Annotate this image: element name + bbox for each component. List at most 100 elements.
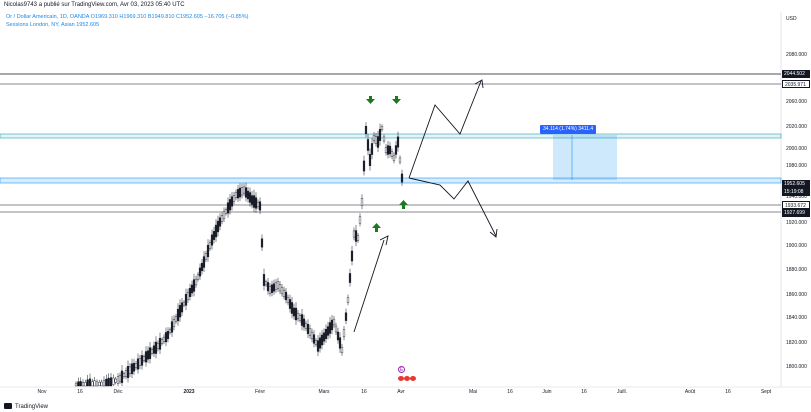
candle	[290, 302, 294, 314]
price-label: 1840.000	[786, 315, 807, 321]
candle	[260, 238, 264, 248]
arrowhead-icon	[489, 228, 498, 238]
candle	[378, 129, 382, 141]
candle	[328, 322, 332, 334]
price-label: 1900.000	[786, 243, 807, 249]
candle	[234, 192, 238, 198]
candle	[102, 380, 106, 387]
candle	[322, 332, 326, 342]
candle	[306, 324, 310, 334]
countdown-badge: 15:19:08	[782, 188, 810, 196]
us-flag-icon[interactable]	[410, 376, 416, 381]
candle	[230, 196, 234, 207]
candle	[344, 312, 348, 321]
candle	[206, 244, 210, 258]
time-label: 16	[581, 389, 587, 395]
candle	[256, 201, 260, 208]
candle	[204, 253, 208, 260]
candle	[314, 340, 318, 345]
candle	[228, 199, 232, 211]
candle	[270, 284, 274, 293]
candle	[176, 308, 180, 322]
candle	[272, 283, 276, 292]
candle	[156, 343, 160, 349]
candle	[174, 316, 178, 322]
candle	[390, 151, 394, 157]
candle	[346, 297, 350, 303]
candle	[316, 340, 320, 352]
candle	[122, 373, 126, 377]
candle	[132, 362, 136, 372]
candle	[350, 250, 354, 262]
candle	[352, 230, 356, 238]
candle	[196, 274, 200, 280]
us-flag-icon[interactable]	[398, 376, 404, 381]
candle	[342, 329, 346, 338]
time-label: 16	[725, 389, 731, 395]
candle	[134, 363, 138, 368]
candle	[288, 299, 292, 309]
footer: TradingView	[0, 401, 811, 412]
candle	[248, 192, 252, 203]
event-marker-icon[interactable]: E	[398, 366, 405, 373]
candle	[266, 282, 270, 292]
candle	[180, 302, 184, 313]
candle	[312, 334, 316, 344]
candle	[370, 143, 374, 155]
candle	[190, 284, 194, 294]
time-label: Avr	[397, 389, 405, 395]
candle	[392, 155, 396, 161]
candle	[286, 297, 290, 303]
support-zone[interactable]	[0, 177, 782, 184]
currency-label: USD	[786, 16, 797, 22]
candle	[136, 358, 140, 370]
candle	[162, 336, 166, 342]
candle	[398, 157, 402, 163]
projection-arrow-bullish	[408, 80, 482, 179]
candle	[140, 355, 144, 366]
price-badge: 1933.672	[782, 201, 810, 209]
resistance-zone[interactable]	[0, 133, 782, 139]
candle	[128, 366, 132, 375]
candle	[86, 379, 89, 387]
candle	[107, 377, 110, 387]
candle	[400, 173, 404, 183]
arrowhead-icon	[474, 79, 484, 89]
candle	[202, 256, 206, 268]
indicator-legend[interactable]: Sessions London, NY, Asian 1952.605	[6, 22, 100, 28]
candle	[178, 305, 182, 318]
candle	[318, 337, 322, 349]
measure-box[interactable]	[553, 135, 617, 180]
candle	[396, 136, 400, 148]
symbol-legend[interactable]: Or / Dollar Americain, 1D, OANDA O1969.3…	[6, 14, 249, 20]
candle	[112, 377, 115, 385]
us-flag-icon[interactable]	[404, 376, 410, 381]
economic-events[interactable]	[398, 376, 417, 381]
candle	[222, 211, 226, 219]
candle	[300, 314, 304, 326]
candle	[142, 356, 146, 361]
candle	[232, 195, 236, 202]
time-label: Févr	[255, 389, 265, 395]
candle	[362, 160, 366, 172]
candle	[332, 318, 336, 326]
last-price-badge: 1952.605	[782, 180, 810, 188]
candle	[380, 126, 384, 130]
candle	[164, 332, 168, 343]
candle	[348, 273, 352, 283]
candle	[304, 323, 308, 329]
price-label: 1860.000	[786, 292, 807, 298]
candle	[246, 190, 250, 200]
candle	[130, 363, 134, 374]
green-down-arrow-icon	[366, 96, 375, 104]
price-badge: 2035.971	[782, 80, 810, 88]
measure-label[interactable]: 34.114 (1.74%) 3411.4	[540, 125, 597, 134]
candle	[186, 292, 190, 300]
candle	[126, 366, 130, 378]
candle	[146, 350, 150, 360]
price-label: 1880.000	[786, 267, 807, 273]
candle	[360, 198, 364, 206]
price-badge: 2044.502	[782, 70, 810, 78]
candle	[254, 197, 258, 209]
